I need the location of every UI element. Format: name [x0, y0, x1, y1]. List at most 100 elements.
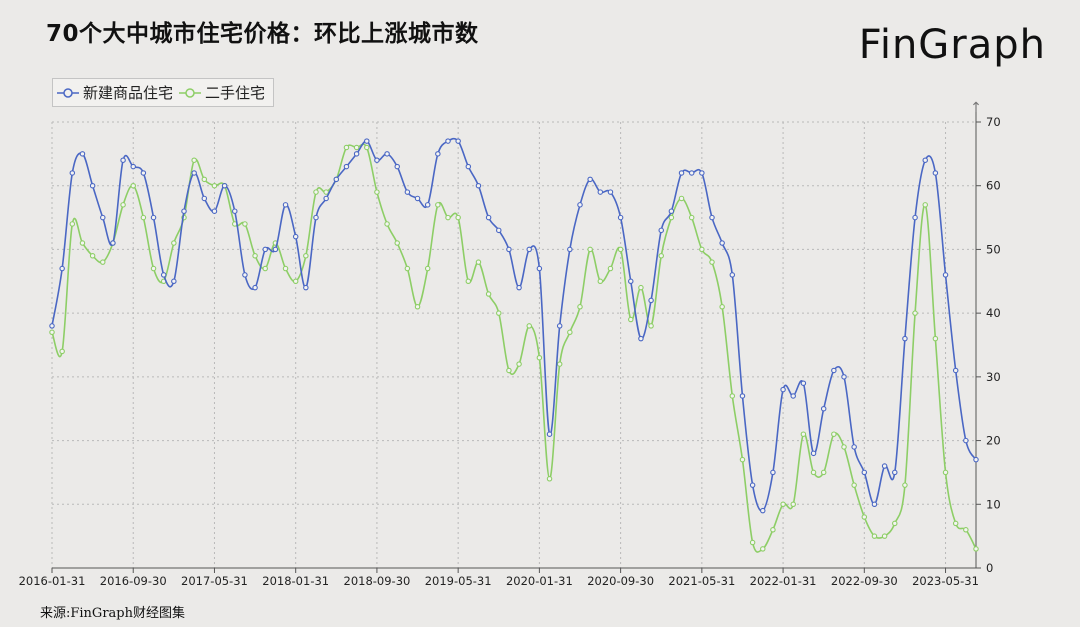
data-point[interactable] [353, 144, 360, 151]
data-point[interactable] [831, 431, 837, 437]
data-point[interactable] [668, 208, 675, 214]
data-point[interactable] [475, 259, 482, 265]
data-point[interactable] [770, 527, 776, 533]
data-point[interactable] [516, 361, 522, 367]
data-point[interactable] [638, 335, 644, 342]
data-point[interactable] [800, 431, 807, 437]
data-point[interactable] [760, 546, 766, 552]
data-point[interactable] [424, 265, 431, 272]
data-point[interactable] [881, 533, 888, 539]
data-point[interactable] [932, 170, 939, 176]
data-point[interactable] [292, 278, 299, 285]
data-point[interactable] [59, 348, 65, 355]
data-point[interactable] [140, 214, 147, 221]
data-point[interactable] [780, 501, 786, 508]
data-point[interactable] [120, 157, 126, 163]
data-point[interactable] [638, 284, 644, 291]
data-point[interactable] [424, 202, 431, 208]
data-point[interactable] [303, 284, 309, 291]
data-point[interactable] [881, 463, 888, 469]
data-point[interactable] [942, 272, 949, 278]
data-point[interactable] [648, 323, 654, 329]
data-point[interactable] [404, 265, 411, 272]
data-point[interactable] [171, 240, 177, 246]
data-point[interactable] [719, 304, 725, 310]
data-point[interactable] [313, 214, 319, 221]
data-point[interactable] [739, 456, 746, 463]
data-point[interactable] [140, 170, 147, 176]
data-point[interactable] [79, 240, 86, 246]
data-point[interactable] [364, 144, 370, 151]
data-point[interactable] [201, 176, 208, 183]
data-point[interactable] [496, 310, 502, 316]
data-point[interactable] [384, 151, 390, 157]
data-point[interactable] [282, 265, 289, 272]
data-point[interactable] [932, 335, 939, 342]
data-point[interactable] [201, 195, 208, 202]
data-point[interactable] [506, 246, 512, 253]
data-point[interactable] [892, 520, 898, 527]
data-point[interactable] [760, 507, 766, 514]
data-point[interactable] [384, 221, 390, 227]
data-point[interactable] [790, 393, 796, 399]
data-point[interactable] [973, 456, 979, 463]
data-point[interactable] [343, 163, 350, 170]
data-point[interactable] [861, 469, 868, 476]
data-point[interactable] [617, 214, 624, 221]
data-point[interactable] [282, 202, 289, 208]
data-point[interactable] [252, 284, 258, 291]
data-point[interactable] [820, 469, 827, 476]
data-point[interactable] [942, 469, 949, 476]
data-point[interactable] [445, 138, 451, 144]
data-point[interactable] [567, 246, 573, 253]
data-point[interactable] [374, 157, 380, 163]
data-point[interactable] [536, 354, 543, 361]
data-point[interactable] [475, 182, 482, 189]
data-point[interactable] [496, 227, 502, 234]
data-point[interactable] [556, 361, 563, 367]
data-point[interactable] [658, 253, 664, 259]
data-point[interactable] [171, 278, 177, 285]
data-point[interactable] [303, 253, 309, 259]
data-point[interactable] [546, 476, 553, 482]
data-point[interactable] [699, 246, 705, 253]
data-point[interactable] [79, 151, 86, 157]
data-point[interactable] [902, 482, 908, 488]
data-point[interactable] [323, 195, 329, 202]
data-point[interactable] [922, 157, 928, 163]
data-point[interactable] [221, 182, 228, 189]
data-point[interactable] [556, 323, 563, 329]
data-point[interactable] [810, 469, 817, 476]
data-point[interactable] [232, 208, 238, 214]
data-point[interactable] [445, 214, 451, 221]
data-point[interactable] [688, 214, 695, 221]
data-point[interactable] [912, 310, 918, 316]
data-point[interactable] [567, 329, 573, 336]
data-point[interactable] [536, 265, 543, 272]
data-point[interactable] [313, 189, 319, 195]
data-point[interactable] [963, 437, 969, 444]
data-point[interactable] [150, 214, 157, 221]
data-point[interactable] [841, 374, 847, 380]
data-point[interactable] [800, 380, 807, 386]
data-point[interactable] [729, 393, 736, 399]
data-point[interactable] [587, 176, 593, 183]
data-point[interactable] [749, 482, 756, 488]
data-point[interactable] [597, 189, 604, 195]
data-point[interactable] [709, 259, 715, 265]
data-point[interactable] [648, 297, 654, 304]
data-point[interactable] [485, 214, 492, 221]
data-point[interactable] [252, 253, 258, 259]
data-point[interactable] [323, 189, 329, 195]
data-point[interactable] [587, 246, 593, 253]
data-point[interactable] [374, 189, 380, 195]
data-point[interactable] [516, 284, 522, 291]
data-point[interactable] [69, 170, 76, 176]
legend-item-second-hand[interactable]: 二手住宅 [179, 82, 265, 103]
data-point[interactable] [709, 214, 715, 221]
data-point[interactable] [658, 227, 664, 234]
data-point[interactable] [110, 240, 116, 246]
data-point[interactable] [455, 138, 461, 144]
data-point[interactable] [211, 182, 218, 189]
data-point[interactable] [577, 304, 583, 310]
